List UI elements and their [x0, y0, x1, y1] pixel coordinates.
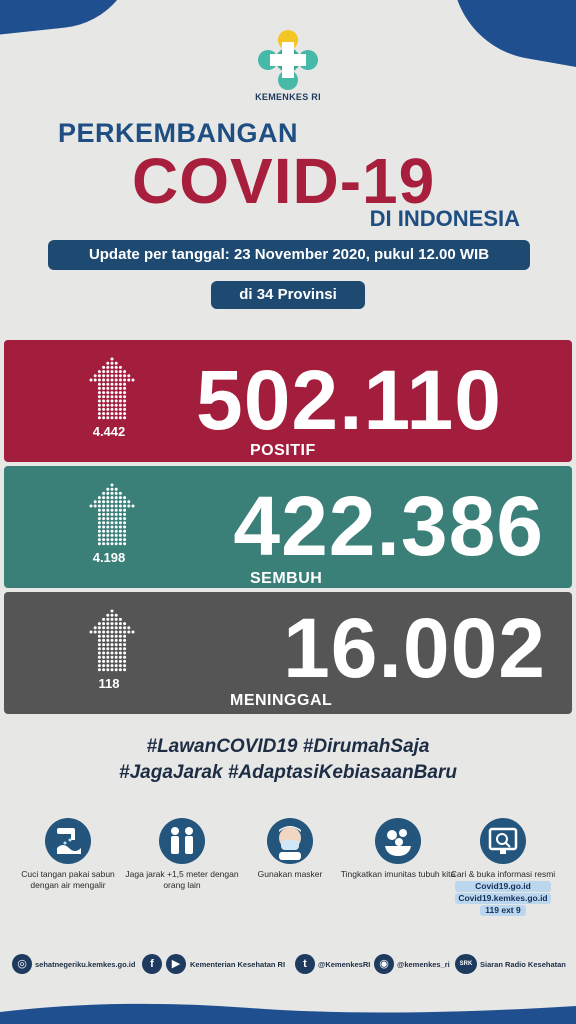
tip-immunity: Tingkatkan imunitas tubuh kita: [338, 818, 458, 880]
hashtags: #LawanCOVID19 #DirumahSaja #JagaJarak #A…: [0, 734, 576, 786]
bottom-wave-decoration: [0, 1003, 576, 1024]
positif-delta: 4.442: [92, 424, 126, 439]
corner-decoration-left: [0, 0, 145, 41]
footer-instagram[interactable]: @kemenkes_ri: [397, 960, 450, 969]
update-date: Update per tanggal: 23 November 2020, pu…: [48, 240, 530, 270]
tip-distance: Jaga jarak +1,5 meter dengan orang lain: [122, 818, 242, 891]
meninggal-delta: 118: [98, 676, 120, 691]
arrow-up-icon: [89, 357, 135, 420]
tip-text: Cuci tangan pakai sabun dengan air menga…: [21, 869, 115, 890]
meninggal-card: 118 16.002 MENINGGAL: [4, 592, 572, 714]
facebook-icon[interactable]: f: [142, 954, 162, 974]
handwash-icon: [45, 818, 91, 864]
sembuh-delta: 4.198: [92, 550, 126, 565]
hashtag-line: #JagaJarak #AdaptasiKebiasaanBaru: [119, 762, 457, 783]
immunity-icon: [375, 818, 421, 864]
radio-icon[interactable]: SRK: [455, 954, 477, 974]
footer-radio[interactable]: Siaran Radio Kesehatan: [480, 960, 566, 969]
info-link[interactable]: Covid19.go.id: [455, 881, 551, 892]
info-link[interactable]: Covid19.kemkes.go.id: [455, 893, 551, 904]
sembuh-label: SEMBUH: [250, 570, 323, 587]
health-tips: Cuci tangan pakai sabun dengan air menga…: [12, 818, 564, 948]
kemenkes-logo-icon: [258, 30, 318, 90]
instagram-icon[interactable]: ◉: [374, 954, 394, 974]
info-search-icon: [480, 818, 526, 864]
arrow-up-icon: [89, 483, 135, 546]
distance-icon: [159, 818, 205, 864]
footer: ◎ sehatnegeriku.kemkes.go.id f ▶ Kemente…: [0, 950, 576, 980]
province-count: di 34 Provinsi: [211, 281, 365, 309]
sembuh-value: 422.386: [233, 479, 544, 573]
tip-text: Tingkatkan imunitas tubuh kita: [340, 869, 456, 879]
footer-website[interactable]: sehatnegeriku.kemkes.go.id: [35, 960, 136, 969]
sembuh-card: 4.198 422.386 SEMBUH: [4, 466, 572, 588]
arrow-up-icon: [89, 609, 135, 672]
mask-icon: [267, 818, 313, 864]
footer-twitter[interactable]: @KemenkesRI: [318, 960, 371, 969]
positif-value: 502.110: [195, 353, 502, 447]
tip-handwash: Cuci tangan pakai sabun dengan air menga…: [8, 818, 128, 891]
corner-decoration-right: [437, 0, 576, 76]
footer-facebook-youtube[interactable]: Kementerian Kesehatan RI: [190, 960, 286, 969]
positif-label: POSITIF: [250, 442, 316, 459]
tip-mask: Gunakan masker: [230, 818, 350, 880]
positif-card: 4.442 502.110 POSITIF: [4, 340, 572, 462]
info-hotline: 119 ext 9: [480, 905, 526, 916]
title-sub: DI INDONESIA: [369, 206, 520, 231]
twitter-icon[interactable]: t: [295, 954, 315, 974]
tip-info: Cari & buka informasi resmi Covid19.go.i…: [438, 818, 568, 916]
globe-icon: ◎: [12, 954, 32, 974]
meninggal-label: MENINGGAL: [230, 692, 333, 709]
hashtag-line: #LawanCOVID19 #DirumahSaja: [146, 736, 430, 757]
title-top: PERKEMBANGAN: [58, 118, 299, 148]
tip-text: Gunakan masker: [257, 869, 323, 879]
meninggal-value: 16.002: [283, 601, 546, 695]
tip-text: Jaga jarak +1,5 meter dengan orang lain: [125, 869, 239, 890]
tip-text: Cari & buka informasi resmi: [450, 869, 556, 879]
youtube-icon[interactable]: ▶: [166, 954, 186, 974]
page-title: COVID-19: [132, 145, 436, 217]
org-name: KEMENKES RI: [255, 92, 321, 102]
